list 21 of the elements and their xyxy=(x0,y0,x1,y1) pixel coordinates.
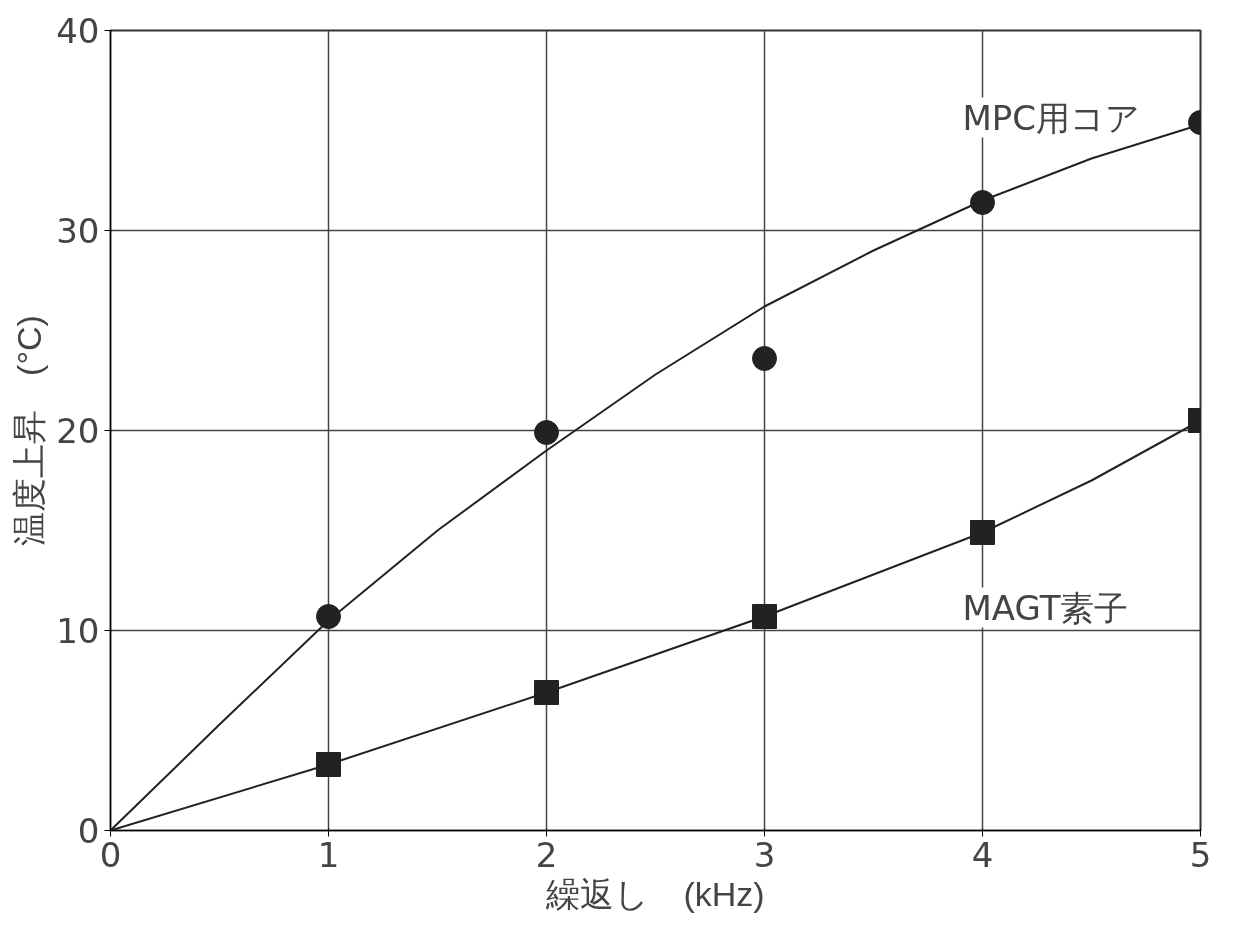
y-axis-title: 温度上昇 (°C) xyxy=(10,315,49,546)
series-label: MPC用コア xyxy=(962,97,1141,138)
x-tick-label: 5 xyxy=(1189,834,1212,875)
point xyxy=(970,190,995,215)
y-tick-label: 20 xyxy=(56,411,100,451)
y-tick-label: 30 xyxy=(56,211,100,251)
series-label: MAGT素子 xyxy=(962,587,1129,628)
point xyxy=(534,680,559,705)
x-tick-label: 2 xyxy=(535,834,558,875)
x-tick-label: 4 xyxy=(971,834,994,875)
point xyxy=(316,752,341,777)
point xyxy=(752,346,777,371)
x-tick-label: 3 xyxy=(753,834,776,875)
y-tick-label: 40 xyxy=(56,11,100,51)
point xyxy=(970,520,995,545)
point xyxy=(752,604,777,629)
x-axis-title: 繰返し (kHz) xyxy=(545,874,765,913)
point xyxy=(534,420,559,445)
y-tick-label: 10 xyxy=(56,611,100,651)
x-tick-label: 1 xyxy=(317,834,340,875)
point xyxy=(316,604,341,629)
